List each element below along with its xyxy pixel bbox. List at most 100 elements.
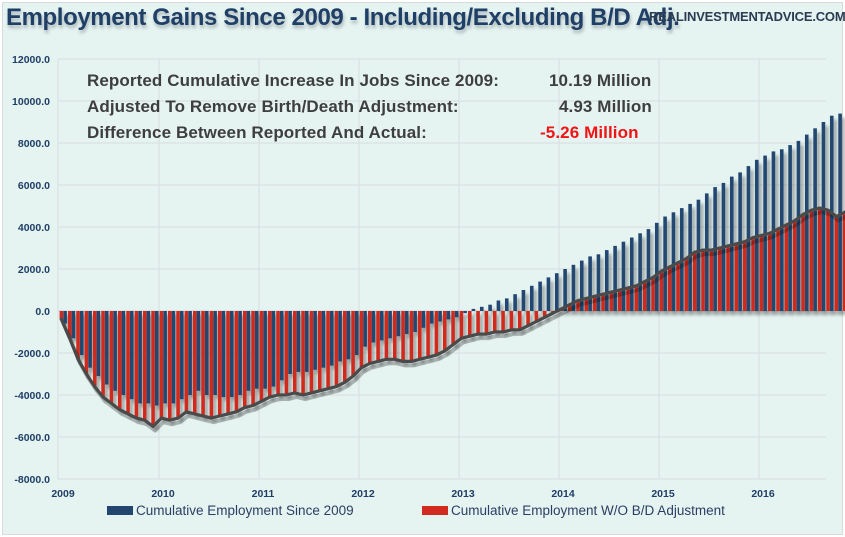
bar-adjusted bbox=[617, 290, 622, 311]
bar-adjusted bbox=[576, 300, 580, 311]
bar-reported bbox=[629, 237, 634, 311]
bar-reported bbox=[188, 311, 192, 395]
bar-adjusted bbox=[734, 243, 739, 311]
bar-reported bbox=[646, 229, 651, 311]
bar-adjusted bbox=[567, 304, 572, 311]
bar-adjusted bbox=[359, 311, 364, 368]
bar-adjusted bbox=[351, 311, 355, 377]
bar-adjusted bbox=[792, 220, 797, 311]
bar-adjusted bbox=[134, 311, 139, 419]
bar-adjusted bbox=[301, 311, 305, 395]
bar-adjusted bbox=[517, 311, 522, 330]
bar-reported bbox=[471, 308, 476, 311]
x-tick-label: 2014 bbox=[551, 488, 575, 500]
bar-adjusted bbox=[192, 311, 197, 414]
bar-adjusted bbox=[159, 311, 164, 419]
bar-adjusted bbox=[67, 311, 72, 339]
bar-reported bbox=[146, 311, 151, 404]
bar-reported bbox=[354, 311, 359, 356]
bar-reported bbox=[271, 311, 276, 387]
bar-reported bbox=[546, 277, 551, 311]
annotation-adjusted-value: 4.93 Million bbox=[559, 97, 652, 116]
bar-adjusted bbox=[242, 311, 247, 408]
bar-adjusted bbox=[317, 311, 322, 391]
annotation-difference-label: Difference Between Reported And Actual: bbox=[87, 123, 427, 142]
bar-reported bbox=[79, 311, 84, 356]
bar-reported bbox=[88, 311, 92, 368]
bar-adjusted bbox=[767, 233, 772, 311]
bar-reported bbox=[654, 222, 659, 311]
bar-adjusted bbox=[334, 311, 339, 387]
bar-adjusted bbox=[142, 311, 147, 421]
bar-adjusted bbox=[151, 311, 155, 427]
bar-reported bbox=[163, 311, 167, 404]
bar-adjusted bbox=[434, 311, 439, 356]
bar-adjusted bbox=[742, 241, 747, 311]
bar-adjusted bbox=[209, 311, 214, 419]
bar-reported bbox=[113, 311, 117, 391]
bar-adjusted bbox=[801, 214, 805, 311]
bar-reported bbox=[621, 241, 626, 311]
bar-adjusted bbox=[101, 311, 105, 398]
y-tick-label: -6000.0 bbox=[14, 432, 50, 444]
bar-reported bbox=[421, 311, 426, 328]
bar-adjusted bbox=[292, 311, 297, 393]
line-layer bbox=[59, 206, 845, 433]
bar-adjusted bbox=[59, 311, 64, 320]
bar-adjusted bbox=[676, 262, 680, 311]
bar-adjusted bbox=[284, 311, 289, 395]
bar-reported bbox=[413, 311, 417, 332]
y-tick-label: -8000.0 bbox=[14, 474, 50, 486]
bar-reported bbox=[554, 273, 559, 311]
bar-adjusted bbox=[484, 311, 489, 335]
bar-adjusted bbox=[601, 294, 605, 311]
bar-adjusted bbox=[634, 285, 639, 311]
bar-reported bbox=[263, 311, 267, 389]
bar-adjusted bbox=[651, 277, 655, 311]
bar-reported bbox=[213, 311, 217, 395]
bar-adjusted bbox=[451, 311, 455, 345]
bar-adjusted bbox=[626, 287, 630, 311]
y-tick-label: 4000.0 bbox=[18, 222, 50, 234]
bar-adjusted bbox=[259, 311, 264, 402]
bar-adjusted bbox=[459, 311, 464, 339]
bar-adjusted bbox=[751, 237, 755, 311]
bar-adjusted bbox=[426, 311, 430, 358]
bar-reported bbox=[804, 134, 809, 311]
bar-reported bbox=[813, 128, 817, 311]
bar-adjusted bbox=[809, 210, 814, 311]
bar-adjusted bbox=[659, 271, 664, 311]
bar-reported bbox=[663, 216, 667, 311]
legend-item-reported: Cumulative Employment Since 2009 bbox=[107, 503, 354, 518]
bar-reported bbox=[296, 311, 301, 372]
bar-reported bbox=[313, 311, 317, 370]
bar-reported bbox=[479, 306, 484, 311]
bar-adjusted bbox=[534, 311, 539, 322]
bar-reported bbox=[388, 311, 392, 339]
bar-adjusted bbox=[401, 311, 405, 362]
bar-reported bbox=[171, 311, 176, 404]
bar-reported bbox=[704, 193, 709, 311]
bar-adjusted bbox=[509, 311, 514, 330]
bar-reported bbox=[329, 311, 334, 366]
bar-adjusted bbox=[117, 311, 122, 410]
bar-reported bbox=[579, 260, 584, 311]
bar-adjusted bbox=[642, 281, 647, 311]
bar-adjusted bbox=[442, 311, 447, 351]
bar-reported bbox=[279, 311, 284, 381]
bar-reported bbox=[504, 298, 509, 311]
bar-reported bbox=[488, 304, 492, 311]
bar-reported bbox=[404, 311, 409, 335]
bar-adjusted bbox=[176, 311, 180, 419]
bar-adjusted bbox=[384, 311, 389, 360]
bar-adjusted bbox=[417, 311, 422, 360]
y-tick-label: 2000.0 bbox=[18, 264, 50, 276]
x-tick-label: 2010 bbox=[151, 488, 175, 500]
bar-reported bbox=[604, 250, 609, 311]
bar-reported bbox=[254, 311, 259, 389]
bar-reported bbox=[346, 311, 351, 360]
bar-reported bbox=[821, 122, 826, 311]
bar-adjusted bbox=[592, 296, 597, 311]
bar-adjusted bbox=[217, 311, 222, 416]
